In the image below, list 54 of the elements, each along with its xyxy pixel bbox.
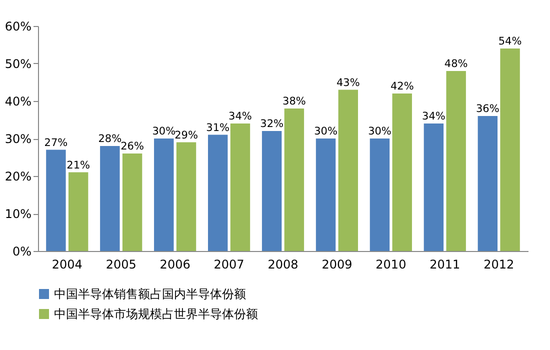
bar bbox=[338, 90, 358, 251]
bar bbox=[284, 108, 304, 251]
legend-label: 中国半导体销售额占国内半导体份额 bbox=[54, 287, 246, 301]
bar bbox=[316, 138, 336, 251]
x-tick-label: 2004 bbox=[52, 258, 82, 272]
data-label: 34% bbox=[228, 110, 252, 122]
bar bbox=[500, 48, 520, 251]
data-label: 30% bbox=[152, 126, 176, 138]
x-tick-label: 2006 bbox=[160, 258, 190, 272]
y-tick-label: 40% bbox=[4, 94, 32, 108]
y-tick-label: 50% bbox=[4, 57, 32, 71]
bar bbox=[176, 142, 196, 251]
x-tick-label: 2009 bbox=[322, 258, 352, 272]
data-label: 54% bbox=[498, 36, 522, 48]
bar bbox=[230, 124, 250, 251]
data-label: 32% bbox=[260, 118, 284, 130]
data-label: 43% bbox=[336, 76, 360, 89]
data-label: 21% bbox=[66, 159, 90, 172]
legend-label: 中国半导体市场规模占世界半导体份额 bbox=[54, 307, 258, 321]
bar bbox=[100, 146, 120, 251]
data-label: 27% bbox=[44, 136, 68, 149]
bar bbox=[154, 138, 174, 251]
data-label: 34% bbox=[422, 110, 446, 122]
data-label: 31% bbox=[206, 122, 230, 134]
y-tick-label: 10% bbox=[4, 207, 32, 221]
bar bbox=[370, 138, 390, 251]
x-tick-label: 2008 bbox=[268, 258, 298, 272]
bar bbox=[478, 116, 498, 251]
x-tick-label: 2005 bbox=[106, 258, 136, 272]
data-label: 30% bbox=[368, 126, 392, 138]
bar bbox=[424, 124, 444, 251]
bar bbox=[208, 134, 228, 251]
bar bbox=[46, 150, 66, 251]
data-label: 26% bbox=[120, 140, 144, 152]
data-label: 28% bbox=[98, 133, 122, 145]
bar bbox=[68, 172, 88, 251]
data-label: 42% bbox=[390, 80, 414, 92]
bar bbox=[262, 131, 282, 251]
y-tick-label: 60% bbox=[4, 20, 32, 34]
data-label: 48% bbox=[444, 58, 468, 70]
y-tick-label: 30% bbox=[4, 132, 32, 146]
x-tick-label: 2007 bbox=[214, 258, 244, 272]
x-tick-label: 2010 bbox=[376, 258, 406, 272]
x-tick-label: 2011 bbox=[430, 258, 460, 272]
bar bbox=[122, 154, 142, 251]
data-label: 29% bbox=[174, 129, 198, 142]
bar bbox=[392, 94, 412, 251]
y-tick-label: 20% bbox=[4, 170, 32, 184]
x-tick-label: 2012 bbox=[484, 258, 514, 272]
y-tick-label: 0% bbox=[12, 244, 32, 258]
data-label: 38% bbox=[282, 96, 306, 108]
data-label: 30% bbox=[314, 126, 338, 138]
bar bbox=[446, 71, 466, 251]
data-label: 36% bbox=[476, 103, 500, 115]
